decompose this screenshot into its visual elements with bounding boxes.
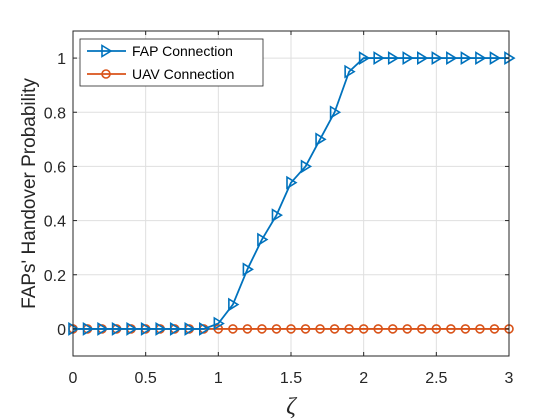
data-point-fap-connection bbox=[358, 51, 371, 66]
data-point-uav-connection bbox=[373, 324, 384, 334]
legend-entry-fap-connection: FAP Connection bbox=[87, 43, 233, 59]
data-point-fap-connection bbox=[416, 51, 429, 66]
data-point-fap-connection bbox=[82, 321, 95, 336]
data-point-uav-connection bbox=[416, 324, 427, 334]
x-tick-label: 0.5 bbox=[135, 370, 157, 387]
data-point-fap-connection bbox=[97, 321, 109, 336]
series-line-fap-connection bbox=[73, 57, 509, 330]
x-axis-label: ζ bbox=[286, 394, 298, 420]
data-point-fap-connection bbox=[402, 51, 414, 66]
data-point-uav-connection bbox=[257, 324, 267, 334]
data-point-uav-connection bbox=[242, 324, 253, 334]
x-tick-label: 2.5 bbox=[425, 370, 447, 387]
y-axis-label: FAPs' Handover Probability bbox=[19, 78, 40, 309]
x-tick-label: 0 bbox=[69, 370, 78, 387]
data-point-fap-connection bbox=[257, 232, 269, 247]
data-point-fap-connection bbox=[431, 51, 443, 66]
legend-label-fap-connection: FAP Connection bbox=[132, 43, 233, 59]
data-point-fap-connection bbox=[169, 321, 182, 336]
legend-entries: FAP Connection UAV Connection bbox=[87, 43, 234, 82]
legend-marker-uav-connection bbox=[101, 69, 111, 79]
x-tick-label: 2 bbox=[359, 370, 368, 387]
data-point-fap-connection bbox=[286, 175, 298, 190]
data-point-fap-connection bbox=[213, 316, 225, 331]
data-point-uav-connection bbox=[402, 324, 413, 334]
data-point-fap-connection bbox=[126, 321, 138, 336]
data-point-fap-connection bbox=[242, 262, 254, 277]
tick-labels: 0 0.5 1 1.5 2 2.5 3 0 0.2 0.4 0.6 0.8 1 bbox=[44, 51, 514, 387]
data-point-uav-connection bbox=[344, 324, 354, 334]
data-point-uav-connection bbox=[460, 324, 471, 334]
data-point-uav-connection bbox=[446, 324, 456, 334]
data-point-fap-connection bbox=[373, 51, 385, 66]
data-point-fap-connection bbox=[111, 321, 124, 336]
data-point-uav-connection bbox=[228, 324, 238, 334]
y-tick-label: 0.6 bbox=[44, 159, 66, 176]
data-point-uav-connection bbox=[286, 324, 296, 334]
data-point-fap-connection bbox=[228, 297, 240, 312]
data-point-uav-connection bbox=[329, 324, 340, 334]
legend: FAP Connection UAV Connection bbox=[79, 38, 264, 87]
legend-box bbox=[79, 38, 264, 87]
data-point-uav-connection bbox=[475, 324, 485, 334]
data-point-fap-connection bbox=[329, 105, 342, 120]
data-point-uav-connection bbox=[387, 324, 398, 334]
data-point-fap-connection bbox=[140, 321, 153, 336]
data-point-fap-connection bbox=[300, 159, 313, 174]
y-tick-label: 0.4 bbox=[44, 214, 66, 231]
data-point-fap-connection bbox=[184, 321, 196, 336]
data-point-fap-connection bbox=[387, 51, 400, 66]
ticks bbox=[72, 31, 510, 356]
data-point-uav-connection bbox=[358, 324, 369, 334]
data-point-uav-connection bbox=[271, 324, 282, 334]
data-point-fap-connection bbox=[460, 51, 472, 66]
data-point-fap-connection bbox=[155, 321, 167, 336]
y-tick-label: 0.8 bbox=[44, 105, 66, 122]
x-tick-label: 1.5 bbox=[280, 370, 302, 387]
legend-label-uav-connection: UAV Connection bbox=[132, 66, 234, 82]
data-point-uav-connection bbox=[315, 324, 325, 334]
x-tick-label: 3 bbox=[505, 370, 514, 387]
legend-entry-uav-connection: UAV Connection bbox=[87, 66, 234, 82]
data-point-uav-connection bbox=[489, 324, 500, 334]
data-point-fap-connection bbox=[271, 208, 284, 223]
data-point-fap-connection bbox=[315, 132, 327, 147]
data-point-fap-connection bbox=[199, 321, 211, 336]
y-tick-label: 1 bbox=[57, 51, 66, 68]
data-point-fap-connection bbox=[344, 64, 356, 79]
data-point-uav-connection bbox=[300, 324, 311, 334]
y-tick-label: 0.2 bbox=[44, 268, 66, 285]
x-tick-label: 1 bbox=[214, 370, 223, 387]
data-point-fap-connection bbox=[489, 51, 502, 66]
data-point-fap-connection bbox=[475, 51, 487, 66]
legend-marker-fap-connection bbox=[101, 44, 113, 58]
data-point-fap-connection bbox=[446, 51, 458, 66]
data-point-uav-connection bbox=[431, 324, 442, 334]
y-tick-label: 0 bbox=[57, 322, 66, 339]
